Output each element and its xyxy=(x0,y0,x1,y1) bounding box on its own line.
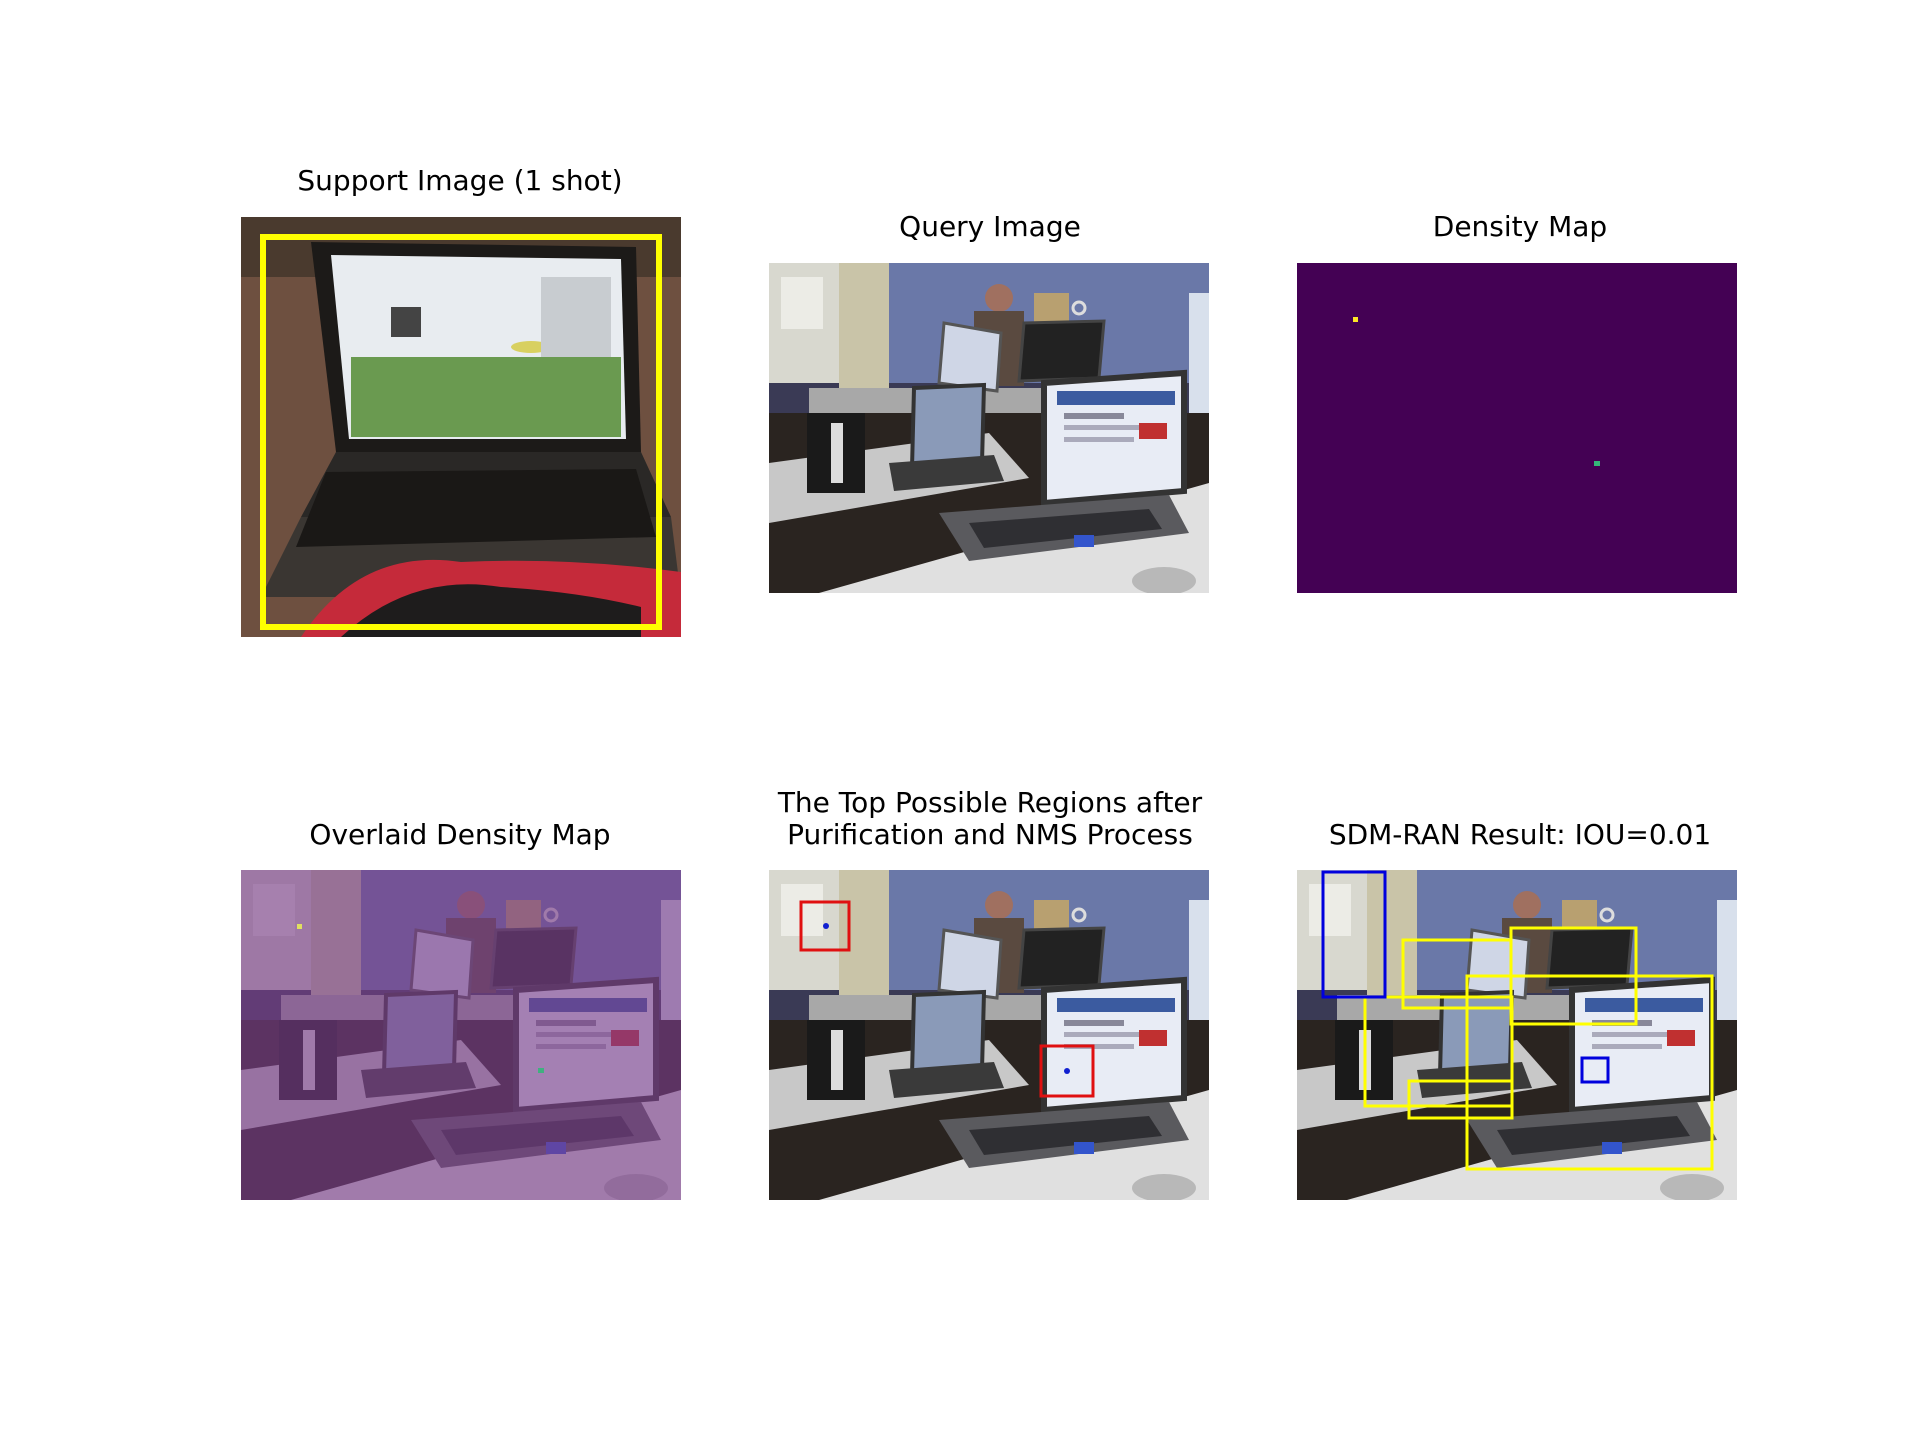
prediction-box xyxy=(1363,995,1514,1108)
ground-truth-box xyxy=(1321,870,1387,999)
density-map xyxy=(1297,263,1737,593)
top-regions-photo xyxy=(769,870,1209,1200)
laptop-photo xyxy=(241,217,681,637)
ground-truth-box xyxy=(1580,1056,1610,1084)
support-image-title: Support Image (1 shot) xyxy=(297,164,623,197)
office-laptops-photo xyxy=(769,263,1209,593)
region-box xyxy=(1039,1044,1095,1098)
support-image-panel xyxy=(241,217,681,637)
top-regions-title: The Top Possible Regions after Purificat… xyxy=(777,786,1203,851)
density-peak-mid xyxy=(1594,461,1600,466)
region-center-point xyxy=(1064,1068,1070,1074)
overlaid-density-photo xyxy=(241,870,681,1200)
support-box xyxy=(260,234,662,630)
sdm-ran-result-title: SDM-RAN Result: IOU=0.01 xyxy=(1328,818,1712,851)
region-box xyxy=(799,900,851,952)
density-peak-high xyxy=(1353,317,1358,322)
overlaid-density-map-panel xyxy=(241,870,681,1200)
prediction-box xyxy=(1465,974,1714,1171)
top-regions-panel xyxy=(769,870,1209,1200)
prediction-box xyxy=(1407,1079,1514,1120)
sdm-ran-result-panel xyxy=(1297,870,1737,1200)
query-image-panel xyxy=(769,263,1209,593)
density-map-title: Density Map xyxy=(1432,210,1608,243)
query-image-title: Query Image xyxy=(899,210,1081,243)
density-map-panel xyxy=(1297,263,1737,593)
result-photo xyxy=(1297,870,1737,1200)
overlaid-density-map-title: Overlaid Density Map xyxy=(309,818,611,851)
region-center-point xyxy=(823,923,829,929)
